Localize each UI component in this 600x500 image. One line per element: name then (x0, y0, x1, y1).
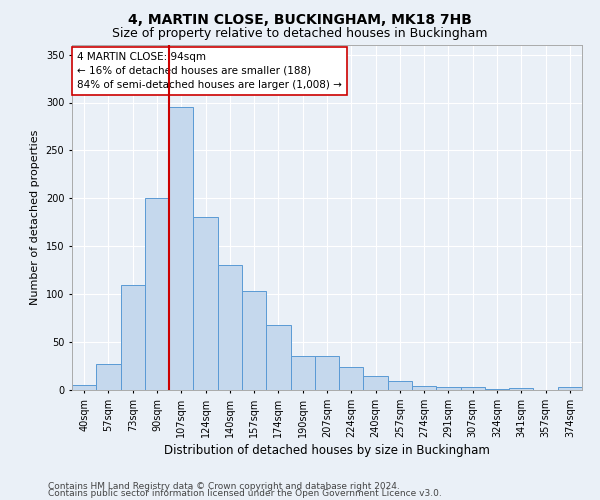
Text: 4, MARTIN CLOSE, BUCKINGHAM, MK18 7HB: 4, MARTIN CLOSE, BUCKINGHAM, MK18 7HB (128, 12, 472, 26)
Bar (145, 198, 169, 390)
Bar (364, 376, 388, 390)
Bar (72, 385, 96, 390)
Bar (485, 389, 509, 390)
X-axis label: Distribution of detached houses by size in Buckingham: Distribution of detached houses by size … (164, 444, 490, 457)
Bar (290, 356, 315, 390)
Bar (266, 325, 290, 390)
Bar (242, 292, 266, 390)
Bar (436, 387, 461, 390)
Bar (96, 364, 121, 390)
Bar (461, 387, 485, 390)
Text: Size of property relative to detached houses in Buckingham: Size of property relative to detached ho… (112, 28, 488, 40)
Bar (193, 216, 218, 390)
Bar (315, 356, 339, 390)
Bar (218, 266, 242, 390)
Bar (388, 382, 412, 390)
Text: 4 MARTIN CLOSE: 94sqm
← 16% of detached houses are smaller (188)
84% of semi-det: 4 MARTIN CLOSE: 94sqm ← 16% of detached … (77, 52, 342, 90)
Bar (558, 387, 582, 390)
Text: Contains public sector information licensed under the Open Government Licence v3: Contains public sector information licen… (48, 489, 442, 498)
Bar (121, 284, 145, 390)
Bar (412, 386, 436, 390)
Bar (509, 388, 533, 390)
Bar (169, 108, 193, 390)
Text: Contains HM Land Registry data © Crown copyright and database right 2024.: Contains HM Land Registry data © Crown c… (48, 482, 400, 491)
Y-axis label: Number of detached properties: Number of detached properties (30, 130, 40, 305)
Bar (339, 367, 364, 390)
